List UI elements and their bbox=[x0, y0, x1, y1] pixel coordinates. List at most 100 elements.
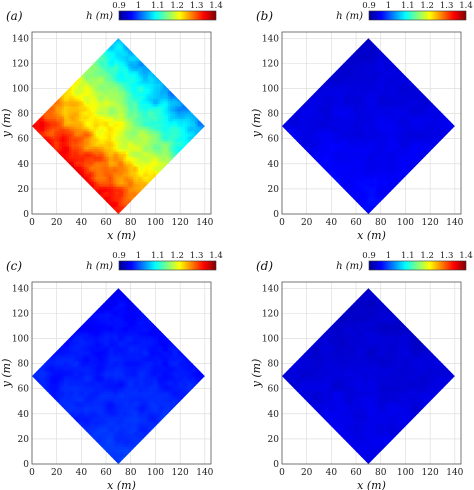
field-cell bbox=[157, 148, 161, 152]
field-cell bbox=[120, 96, 124, 99]
field-cell bbox=[390, 173, 394, 177]
field-cell bbox=[111, 85, 114, 89]
field-cell bbox=[118, 148, 122, 152]
field-cell bbox=[91, 65, 95, 69]
field-cell bbox=[101, 111, 104, 114]
field-cell bbox=[343, 136, 347, 140]
field-cell bbox=[378, 196, 382, 200]
field-cell bbox=[373, 106, 377, 109]
field-cell bbox=[378, 68, 382, 72]
field-cell bbox=[321, 156, 325, 160]
field-cell bbox=[123, 75, 127, 79]
field-cell bbox=[365, 191, 369, 195]
field-cell bbox=[81, 106, 85, 109]
field-cell bbox=[319, 85, 322, 89]
field-cell bbox=[311, 116, 315, 120]
field-cell bbox=[103, 151, 107, 155]
field-cell bbox=[66, 141, 70, 145]
field-cell bbox=[282, 126, 285, 130]
field-cell bbox=[91, 186, 95, 190]
field-cell bbox=[368, 126, 372, 130]
field-cell bbox=[363, 208, 367, 212]
field-cell bbox=[398, 111, 401, 114]
field-cell bbox=[326, 103, 330, 107]
field-cell bbox=[145, 126, 149, 130]
field-cell bbox=[123, 80, 127, 84]
field-cell bbox=[162, 143, 166, 147]
field-cell bbox=[111, 96, 114, 99]
field-cell bbox=[375, 171, 379, 175]
field-cell bbox=[336, 173, 340, 177]
field-cell bbox=[177, 138, 181, 142]
field-cell bbox=[113, 98, 117, 102]
field-cell bbox=[155, 143, 159, 147]
field-cell bbox=[111, 93, 114, 97]
field-cell bbox=[160, 133, 164, 137]
field-cell bbox=[363, 53, 367, 57]
field-cell bbox=[356, 50, 359, 54]
field-cell bbox=[314, 128, 317, 132]
field-cell bbox=[323, 141, 327, 145]
field-cell bbox=[71, 113, 75, 117]
field-cell bbox=[358, 203, 362, 207]
field-cell bbox=[343, 121, 347, 125]
field-cell bbox=[407, 123, 411, 127]
field-cell bbox=[150, 126, 154, 130]
field-cell bbox=[108, 108, 112, 112]
field-cell bbox=[73, 163, 77, 167]
field-cell bbox=[373, 78, 377, 82]
field-cell bbox=[358, 83, 362, 87]
field-cell bbox=[351, 90, 354, 94]
field-cell bbox=[383, 136, 387, 140]
field-cell bbox=[370, 70, 374, 74]
y-tick-label: 80 bbox=[18, 110, 30, 120]
field-cell bbox=[375, 96, 379, 99]
field-cell bbox=[333, 88, 337, 92]
field-cell bbox=[361, 128, 364, 132]
field-cell bbox=[108, 58, 112, 62]
field-cell bbox=[83, 113, 87, 117]
field-cell bbox=[148, 98, 151, 102]
field-cell bbox=[294, 131, 298, 135]
field-cell bbox=[128, 193, 132, 197]
field-cell bbox=[346, 176, 350, 180]
field-cell bbox=[133, 118, 137, 122]
field-cell bbox=[44, 136, 48, 140]
field-cell bbox=[365, 131, 369, 135]
field-cell bbox=[76, 88, 80, 92]
field-cell bbox=[400, 108, 404, 112]
field-cell bbox=[385, 143, 389, 147]
field-cell bbox=[314, 153, 317, 157]
field-cell bbox=[351, 138, 354, 142]
field-cell bbox=[39, 126, 43, 130]
field-cell bbox=[356, 113, 359, 117]
field-cell bbox=[326, 78, 330, 82]
field-cell bbox=[118, 55, 122, 59]
field-cell bbox=[73, 101, 77, 104]
field-cell bbox=[148, 93, 151, 97]
field-cell bbox=[400, 131, 404, 135]
field-cell bbox=[383, 191, 387, 195]
field-cell bbox=[118, 131, 122, 135]
field-cell bbox=[118, 176, 122, 180]
field-cell bbox=[380, 176, 384, 180]
field-cell bbox=[150, 80, 154, 84]
field-cell bbox=[343, 113, 347, 117]
field-cell bbox=[370, 138, 374, 142]
field-cell bbox=[86, 88, 90, 92]
field-cell bbox=[405, 116, 409, 120]
field-cell bbox=[143, 118, 146, 122]
field-cell bbox=[101, 151, 104, 155]
field-cell bbox=[321, 141, 325, 145]
field-cell bbox=[64, 93, 67, 97]
field-cell bbox=[368, 161, 372, 165]
field-cell bbox=[336, 85, 340, 89]
field-cell bbox=[145, 83, 149, 87]
field-cell bbox=[385, 186, 389, 190]
field-cell bbox=[353, 106, 357, 109]
field-cell bbox=[353, 53, 357, 57]
field-cell bbox=[108, 101, 112, 104]
field-cell bbox=[123, 133, 127, 137]
field-cell bbox=[333, 83, 337, 87]
field-cell bbox=[76, 98, 80, 102]
